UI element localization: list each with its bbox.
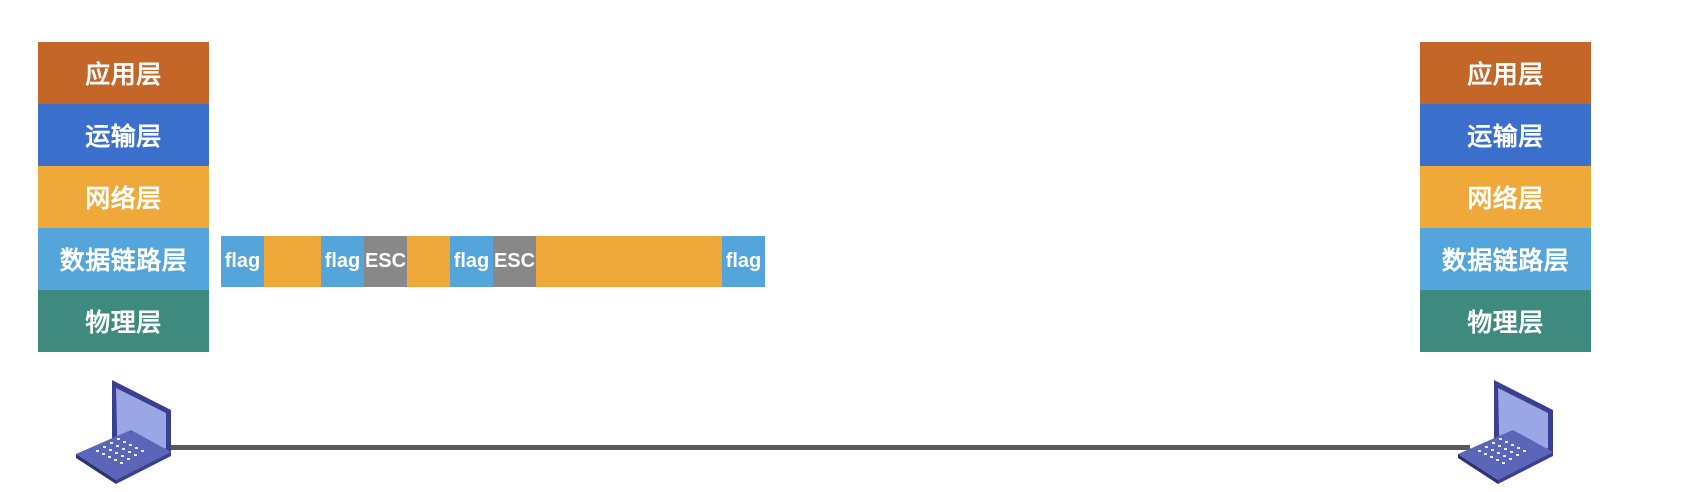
left-network-layer: 网络层 — [38, 166, 209, 228]
right-network-layer: 网络层 — [1420, 166, 1591, 228]
frame-start-flag: flag — [221, 236, 264, 287]
left-physical-layer: 物理层 — [38, 290, 209, 352]
data-link-frame: flag flag ESC flag ESC flag — [221, 236, 765, 287]
frame-esc-byte: ESC — [364, 236, 407, 287]
left-datalink-layer: 数据链路层 — [38, 228, 209, 290]
frame-end-flag: flag — [722, 236, 765, 287]
left-transport-layer: 运输层 — [38, 104, 209, 166]
frame-data-flag-byte: flag — [321, 236, 364, 287]
left-application-layer: 应用层 — [38, 42, 209, 104]
laptop-icon — [1458, 380, 1553, 484]
right-protocol-stack: 应用层 运输层 网络层 数据链路层 物理层 — [1420, 42, 1591, 352]
laptop-icon — [76, 380, 171, 484]
left-protocol-stack: 应用层 运输层 网络层 数据链路层 物理层 — [38, 42, 209, 352]
frame-esc-byte: ESC — [493, 236, 536, 287]
right-application-layer: 应用层 — [1420, 42, 1591, 104]
frame-data-flag-byte: flag — [450, 236, 493, 287]
frame-data-segment — [536, 236, 722, 287]
frame-data-segment — [264, 236, 321, 287]
right-datalink-layer: 数据链路层 — [1420, 228, 1591, 290]
right-transport-layer: 运输层 — [1420, 104, 1591, 166]
transmission-link — [160, 445, 1470, 450]
right-physical-layer: 物理层 — [1420, 290, 1591, 352]
frame-data-segment — [407, 236, 450, 287]
